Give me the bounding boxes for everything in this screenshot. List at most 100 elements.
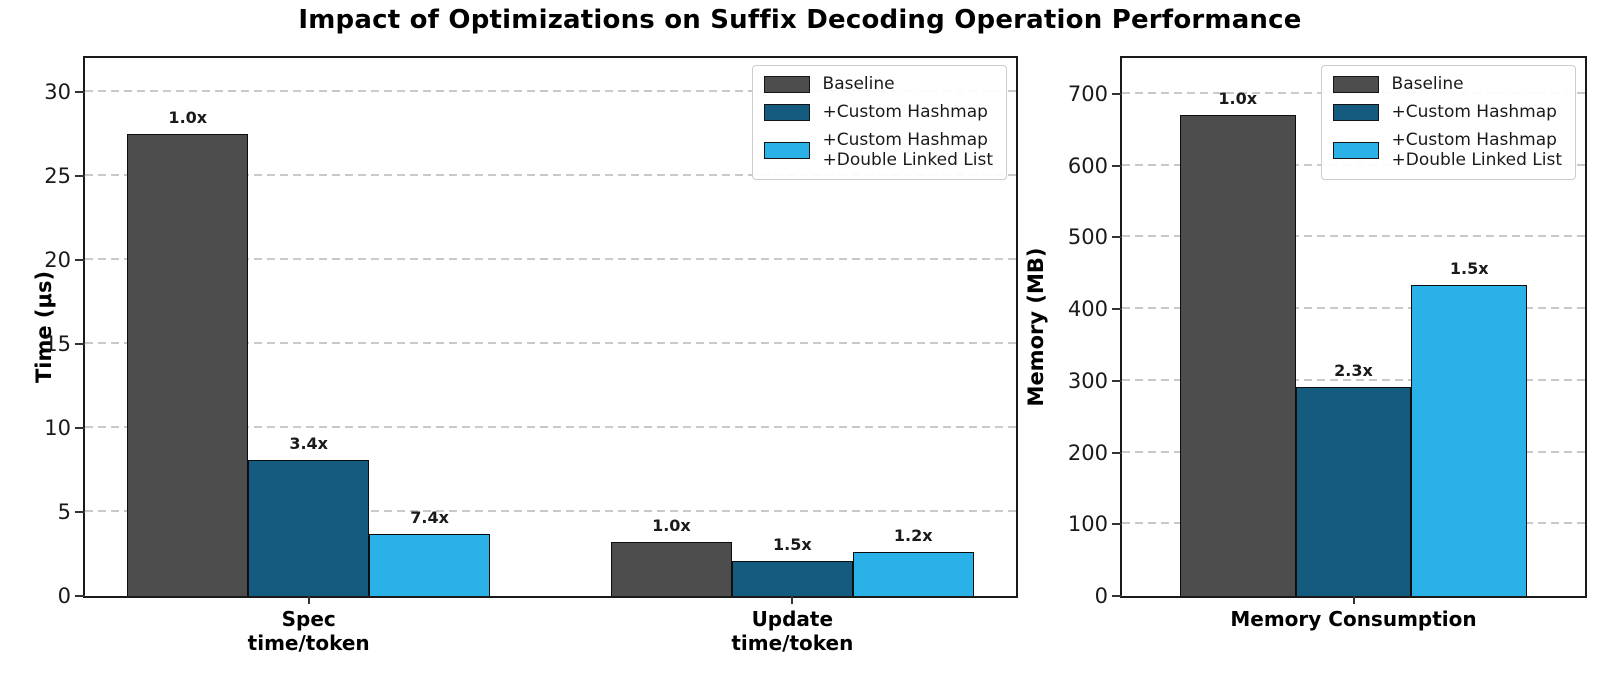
bar xyxy=(369,533,491,596)
gridline xyxy=(85,257,1016,260)
text-line: +Double Linked List xyxy=(1391,150,1562,171)
y-tick-mark xyxy=(75,342,85,345)
bar-value-label: 1.5x xyxy=(772,534,812,554)
left-plot-area: 0 5 10 15 20 25 30 1.0x 3.4x 7.4x Spec time/token 1.… xyxy=(44,56,1018,655)
gridline xyxy=(1122,235,1585,238)
bar xyxy=(852,552,974,596)
text-line: Memory Consumption xyxy=(1230,607,1477,631)
text-line: Baseline xyxy=(822,74,895,94)
legend-item: +Custom Hashmap xyxy=(763,102,993,122)
y-tick-label: 300 xyxy=(1067,368,1108,393)
bar-value-label: 1.2x xyxy=(893,526,933,546)
gridline xyxy=(85,425,1016,428)
y-tick-mark xyxy=(75,258,85,261)
y-tick-mark xyxy=(1112,451,1122,454)
bar-value-label: 1.0x xyxy=(1218,89,1258,109)
legend-swatch xyxy=(1332,75,1379,93)
y-tick-label: 30 xyxy=(44,79,71,104)
gridline xyxy=(85,173,1016,176)
y-tick-label: 15 xyxy=(44,331,71,356)
text-line: +Custom Hashmap xyxy=(1391,130,1557,151)
y-tick-label: 5 xyxy=(57,499,71,524)
y-tick-mark xyxy=(75,510,85,513)
text-line: +Double Linked List xyxy=(822,150,993,171)
y-tick-label: 400 xyxy=(1067,297,1108,322)
y-tick-mark xyxy=(75,426,85,429)
bar-value-label: 1.0x xyxy=(168,107,208,127)
y-tick-mark xyxy=(1112,308,1122,311)
bar xyxy=(731,560,853,596)
legend-label: +Custom Hashmap xyxy=(823,102,988,122)
bar xyxy=(1179,115,1296,596)
legend-label: +Custom Hashmap +Double Linked List xyxy=(823,130,993,170)
chart-title: Impact of Optimizations on Suffix Decodi… xyxy=(298,5,1302,35)
legend: Baseline +Custom Hashmap +Custom Hashmap +D… xyxy=(751,65,1007,181)
text-line: Baseline xyxy=(1391,74,1464,94)
bar xyxy=(1411,285,1528,596)
text-line: +Custom Hashmap xyxy=(822,130,988,151)
text-line: time/token xyxy=(731,631,854,656)
legend-swatch xyxy=(1332,141,1379,159)
text-line: Update xyxy=(751,607,834,631)
gridline xyxy=(85,509,1016,512)
y-tick-label: 10 xyxy=(44,415,71,440)
y-tick-mark xyxy=(1112,236,1122,239)
y-tick-mark xyxy=(1112,379,1122,382)
gridline xyxy=(85,89,1016,92)
legend-swatch xyxy=(763,103,810,121)
bar-value-label: 1.5x xyxy=(1449,259,1489,279)
legend-swatch xyxy=(763,141,810,159)
gridline xyxy=(1122,378,1585,381)
y-tick-mark xyxy=(1112,523,1122,526)
x-tick-label: Spec time/token xyxy=(248,607,370,656)
bar xyxy=(248,459,370,596)
text-line: time/token xyxy=(247,631,370,656)
y-tick-label: 700 xyxy=(1067,81,1108,106)
legend-label: Baseline xyxy=(1392,74,1464,94)
x-tick-mark xyxy=(791,596,794,604)
y-tick-label: 100 xyxy=(1067,512,1108,537)
bar xyxy=(127,133,249,596)
right-plot-area: 0 100 200 300 400 500 600 700 1.0x 2.3x 1.5x Memory… xyxy=(1068,56,1587,631)
bar-value-label: 1.0x xyxy=(652,516,691,536)
legend: Baseline +Custom Hashmap +Custom Hashmap +D… xyxy=(1320,65,1576,181)
legend-item: +Custom Hashmap xyxy=(1332,102,1562,122)
y-tick-label: 25 xyxy=(44,163,71,188)
legend-item: Baseline xyxy=(763,74,993,94)
right-y-axis-label: Memory (MB) xyxy=(1024,247,1048,407)
x-tick-mark xyxy=(307,596,310,604)
bar-value-label: 3.4x xyxy=(289,433,329,453)
y-tick-mark xyxy=(1112,92,1122,95)
y-tick-label: 20 xyxy=(44,247,71,272)
bar-value-label: 2.3x xyxy=(1334,360,1373,380)
y-tick-mark xyxy=(1112,164,1122,167)
y-tick-mark xyxy=(75,90,85,93)
legend-item: +Custom Hashmap +Double Linked List xyxy=(1332,130,1562,170)
legend-label: Baseline xyxy=(823,74,895,94)
legend-label: +Custom Hashmap +Double Linked List xyxy=(1392,130,1562,170)
legend-label: +Custom Hashmap xyxy=(1392,102,1557,122)
bar xyxy=(610,542,732,596)
y-tick-label: 600 xyxy=(1067,153,1108,178)
y-tick-label: 0 xyxy=(57,584,71,608)
y-tick-mark xyxy=(75,174,85,177)
text-line: +Custom Hashmap xyxy=(1391,102,1557,123)
legend-swatch xyxy=(1332,103,1379,121)
y-tick-mark xyxy=(1112,595,1122,597)
text-line: Spec xyxy=(281,607,336,631)
legend-item: Baseline xyxy=(1332,74,1562,94)
left-y-axis-label: Time (μs) xyxy=(32,270,56,384)
x-tick-mark xyxy=(1352,596,1355,604)
y-tick-label: 0 xyxy=(1094,584,1108,608)
bar xyxy=(1295,386,1412,596)
y-tick-label: 500 xyxy=(1067,225,1108,250)
x-tick-label: Update time/token xyxy=(731,607,853,656)
y-tick-mark xyxy=(75,595,85,597)
legend-item: +Custom Hashmap +Double Linked List xyxy=(763,130,993,170)
y-tick-label: 200 xyxy=(1067,440,1108,465)
x-tick-label: Memory Consumption xyxy=(1230,607,1476,631)
legend-swatch xyxy=(763,75,810,93)
gridline xyxy=(85,341,1016,344)
text-line: +Custom Hashmap xyxy=(822,102,988,123)
